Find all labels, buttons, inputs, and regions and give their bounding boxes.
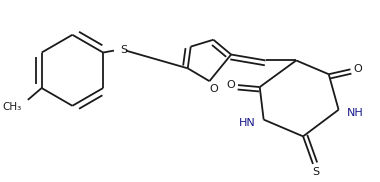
Text: O: O [353, 64, 362, 74]
Text: HN: HN [239, 118, 256, 128]
Text: O: O [209, 84, 218, 94]
Text: CH₃: CH₃ [3, 102, 22, 112]
Text: S: S [312, 167, 320, 177]
Text: S: S [120, 45, 127, 55]
Text: NH: NH [347, 108, 363, 118]
Text: O: O [227, 80, 236, 90]
